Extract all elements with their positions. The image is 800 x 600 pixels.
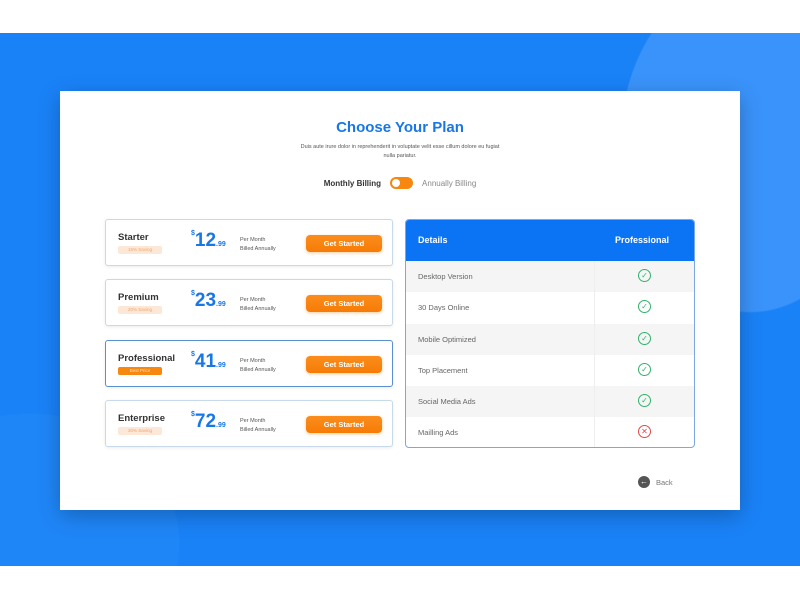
plan-card-professional[interactable]: Professional Best Price $41.99 Per Month… — [105, 340, 393, 387]
billing-toggle[interactable] — [390, 177, 414, 189]
price-integer: 72 — [194, 411, 217, 432]
plan-price: $41.99 — [191, 351, 226, 373]
page-subtitle: Duis aute irure dolor in reprehenderit i… — [300, 144, 500, 159]
price-decimal: .99 — [216, 362, 226, 369]
per-month: Per Month — [240, 297, 266, 303]
feature-label: Desktop Version — [418, 272, 473, 281]
back-label: Back — [656, 477, 673, 487]
plan-name: Professional — [118, 353, 176, 364]
per-month: Per Month — [240, 358, 266, 364]
arrow-left-circle-icon: ← — [638, 476, 650, 488]
back-button[interactable]: ← Back — [638, 476, 673, 488]
get-started-button[interactable]: Get Started — [306, 295, 382, 312]
check-circle-icon: ✓ — [638, 331, 651, 345]
table-row: Social Media Ads ✓ — [406, 386, 694, 418]
check-circle-icon: ✓ — [638, 394, 651, 408]
get-started-button[interactable]: Get Started — [306, 356, 382, 373]
billing-period: Per Month Billed Annually — [240, 296, 276, 314]
monthly-billing-label[interactable]: Monthly Billing — [323, 178, 382, 188]
billing-switch: Monthly Billing Annually Billing — [0, 177, 800, 189]
check-circle-icon: ✓ — [638, 300, 651, 314]
saving-badge: 15% Saving — [118, 246, 162, 254]
currency: $ — [191, 230, 195, 237]
price-decimal: .99 — [216, 301, 226, 308]
header-professional: Professional — [615, 235, 670, 245]
price-integer: 23 — [194, 290, 217, 311]
billing-period: Per Month Billed Annually — [240, 417, 276, 435]
details-table: Details Professional Desktop Version ✓ 30 … — [405, 219, 695, 448]
billing-period: Per Month Billed Annually — [240, 357, 276, 375]
feature-label: Mobile Optimized — [418, 334, 476, 344]
get-started-button[interactable]: Get Started — [306, 416, 382, 433]
currency: $ — [191, 351, 195, 358]
feature-label: Mailling Ads — [418, 428, 459, 438]
check-circle-icon: ✓ — [638, 362, 651, 376]
check-circle-icon: ✓ — [638, 269, 651, 282]
annually-billing-label[interactable]: Annually Billing — [422, 178, 477, 188]
price-integer: 12 — [194, 230, 217, 251]
table-header: Details Professional — [406, 220, 694, 261]
billed-annually: Billed Annually — [240, 427, 276, 433]
billed-annually: Billed Annually — [240, 367, 276, 373]
header-details: Details — [418, 235, 448, 245]
price-decimal: .99 — [216, 422, 226, 429]
price-integer: 41 — [194, 351, 217, 372]
currency: $ — [191, 290, 195, 297]
saving-badge: 30% Saving — [118, 427, 162, 435]
per-month: Per Month — [240, 418, 266, 424]
currency: $ — [191, 411, 195, 418]
price-decimal: .99 — [216, 241, 226, 248]
table-row: Top Placement ✓ — [406, 354, 694, 387]
saving-badge: 20% Saving — [118, 306, 162, 314]
table-row: Mobile Optimized ✓ — [406, 323, 694, 356]
feature-label: 30 Days Online — [418, 303, 470, 313]
feature-label: Social Media Ads — [418, 397, 476, 407]
saving-badge: Best Price — [118, 367, 162, 375]
table-body: Desktop Version ✓ 30 Days Online ✓ Mobile Op… — [406, 261, 694, 447]
feature-label: Top Placement — [418, 365, 468, 375]
plan-card-starter[interactable]: Starter 15% Saving $12.99 Per Month Bille… — [105, 219, 393, 266]
billed-annually: Billed Annually — [240, 306, 276, 312]
plan-name: Enterprise — [118, 413, 165, 424]
plan-card-enterprise[interactable]: Enterprise 30% Saving $72.99 Per Month Bi… — [105, 400, 393, 447]
plan-card-premium[interactable]: Premium 20% Saving $23.99 Per Month Bille… — [105, 279, 393, 326]
plan-name: Premium — [118, 292, 159, 303]
billed-annually: Billed Annually — [240, 246, 276, 252]
table-row: Desktop Version ✓ — [406, 261, 694, 293]
table-row: Mailling Ads ✕ — [406, 417, 694, 447]
plan-price: $12.99 — [191, 230, 226, 252]
per-month: Per Month — [240, 237, 266, 243]
plan-name: Starter — [118, 232, 149, 243]
x-circle-icon: ✕ — [638, 425, 651, 439]
plan-price: $72.99 — [191, 411, 226, 433]
page-title: Choose Your Plan — [336, 119, 464, 136]
get-started-button[interactable]: Get Started — [306, 235, 382, 252]
table-row: 30 Days Online ✓ — [406, 292, 694, 324]
billing-period: Per Month Billed Annually — [240, 236, 276, 254]
plan-price: $23.99 — [191, 290, 226, 312]
